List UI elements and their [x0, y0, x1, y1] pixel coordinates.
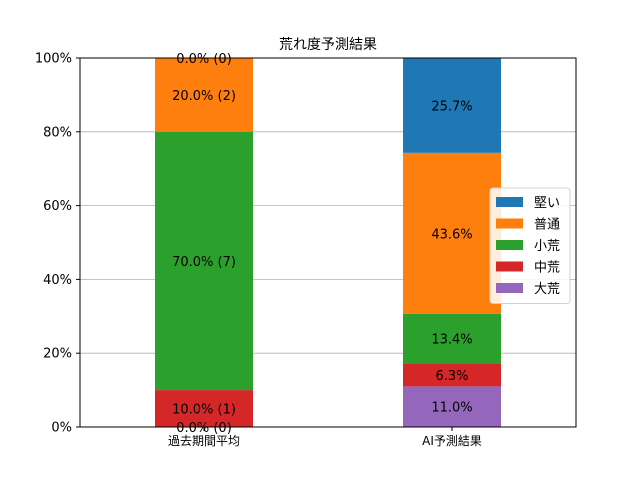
bar-segment: [155, 58, 253, 132]
bar-value-label: 70.0% (7): [172, 255, 236, 270]
y-tick-label: 40%: [43, 273, 72, 288]
y-tick-label: 0%: [51, 421, 72, 436]
legend-swatch: [496, 261, 523, 272]
legend-swatch: [496, 197, 523, 207]
chart-title: 荒れ度予測結果: [279, 37, 377, 53]
bar-segment: [403, 313, 501, 364]
bar-segment: [403, 152, 501, 314]
bar-segment: [403, 363, 501, 387]
x-tick-label: 過去期間平均: [168, 434, 240, 448]
bar-value-label: 25.7%: [431, 99, 472, 114]
bar-value-label: 0.0% (0): [176, 52, 232, 67]
legend-swatch: [496, 218, 523, 229]
y-tick-label: 60%: [43, 199, 72, 214]
bar-segment: [155, 131, 253, 391]
y-tick-label: 20%: [43, 347, 72, 362]
bar-value-label: 20.0% (2): [172, 89, 236, 104]
legend-label: 普通: [534, 218, 560, 233]
bar-value-label: 6.3%: [435, 369, 468, 384]
bar-value-label: 13.4%: [431, 332, 472, 347]
legend-label: 小荒: [534, 239, 560, 254]
plot-frame: [79, 57, 577, 428]
bar-segment: [403, 386, 501, 427]
bar-segment: [155, 390, 253, 427]
legend-label: 堅い: [534, 196, 560, 211]
legend-label: 中荒: [534, 261, 560, 276]
legend-box: [489, 187, 571, 304]
legend-swatch: [496, 240, 523, 250]
y-tick-label: 100%: [35, 52, 72, 67]
bar-segment: [403, 58, 501, 153]
bar-value-label: 43.6%: [431, 227, 472, 242]
x-tick-label: AI予測結果: [422, 434, 482, 448]
legend-swatch: [496, 283, 523, 293]
bar-value-label: 11.0%: [431, 401, 472, 416]
bar-value-label: 10.0% (1): [172, 403, 236, 418]
y-tick-label: 80%: [43, 125, 72, 140]
legend-label: 大荒: [534, 282, 560, 297]
